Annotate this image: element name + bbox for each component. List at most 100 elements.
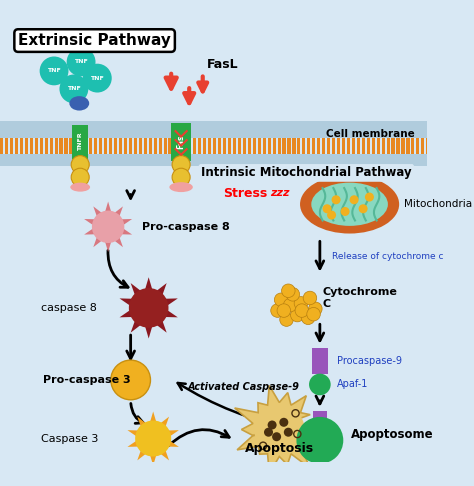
Bar [386,138,390,154]
Bar [352,138,355,154]
Circle shape [294,296,308,310]
Bar [426,138,429,154]
Bar [119,138,122,154]
Circle shape [172,156,190,174]
Bar [273,138,276,154]
Bar [337,138,340,154]
Text: TNF: TNF [74,59,88,65]
Bar [74,138,77,154]
Bar [377,138,380,154]
Bar [213,138,216,154]
Circle shape [71,168,89,186]
Bar [55,138,58,154]
Bar [72,125,88,159]
Bar [144,138,147,154]
Bar [263,138,266,154]
Bar [258,138,261,154]
Text: Pro-caspase 3: Pro-caspase 3 [43,375,131,385]
Text: Fas: Fas [177,135,186,149]
Bar [45,138,48,154]
Circle shape [40,56,68,86]
Bar [302,138,305,154]
Bar [30,138,33,154]
Circle shape [83,64,112,92]
Bar [208,138,211,154]
Bar [35,138,38,154]
Bar [218,138,221,154]
Text: Apoptosis: Apoptosis [245,442,314,455]
Bar [134,138,137,154]
Bar [139,138,142,154]
Circle shape [71,156,89,174]
Polygon shape [119,277,178,339]
Bar [64,138,68,154]
Bar [164,138,167,154]
Bar [297,138,301,154]
Bar [223,138,226,154]
Bar [322,138,325,154]
Bar [99,138,102,154]
Polygon shape [84,202,132,252]
Bar [317,138,320,154]
Bar [367,138,370,154]
Circle shape [271,304,284,317]
Circle shape [286,288,300,301]
Text: Mitochondria: Mitochondria [404,199,472,209]
Bar [327,138,330,154]
Circle shape [92,210,124,243]
Circle shape [274,293,288,307]
Circle shape [282,284,295,297]
Text: TNF: TNF [47,69,61,73]
Text: Stress: Stress [223,187,268,200]
Bar [84,138,87,154]
Text: Apaf-1: Apaf-1 [337,380,368,389]
Bar [416,138,419,154]
Circle shape [280,313,293,326]
Circle shape [283,298,297,312]
Bar [357,138,360,154]
Bar [129,138,132,154]
Bar [396,138,400,154]
Circle shape [359,204,368,213]
Bar [411,138,414,154]
Bar [277,138,281,154]
Bar [292,138,295,154]
Text: Intrinsic Mitochondrial Pathway: Intrinsic Mitochondrial Pathway [201,166,411,179]
Bar [109,138,112,154]
Circle shape [309,374,331,395]
Text: Activated Caspase-9: Activated Caspase-9 [187,382,299,392]
Circle shape [296,417,343,464]
Circle shape [332,195,341,204]
Bar [193,138,196,154]
Circle shape [327,210,336,220]
Bar [168,138,172,154]
Bar [372,138,375,154]
Bar [25,138,28,154]
Circle shape [111,360,150,400]
Bar [104,138,107,154]
Bar [5,138,8,154]
Text: Procaspase-9: Procaspase-9 [337,356,402,366]
Text: Cell membrane: Cell membrane [326,129,414,139]
Text: Caspase 3: Caspase 3 [41,434,98,444]
Ellipse shape [70,183,90,191]
Circle shape [135,420,171,456]
Bar [0,154,427,166]
Circle shape [350,195,359,204]
Bar [313,412,327,431]
Circle shape [272,432,281,441]
Bar [79,138,82,154]
Bar [406,138,410,154]
Bar [347,138,350,154]
Bar [401,138,404,154]
Polygon shape [235,385,326,473]
Ellipse shape [69,96,89,110]
Bar [243,138,246,154]
Circle shape [307,308,320,321]
Polygon shape [128,412,179,466]
Circle shape [341,207,350,216]
Text: Pro-caspase 8: Pro-caspase 8 [142,222,230,232]
Bar [392,138,395,154]
Bar [149,138,152,154]
Bar [59,138,63,154]
